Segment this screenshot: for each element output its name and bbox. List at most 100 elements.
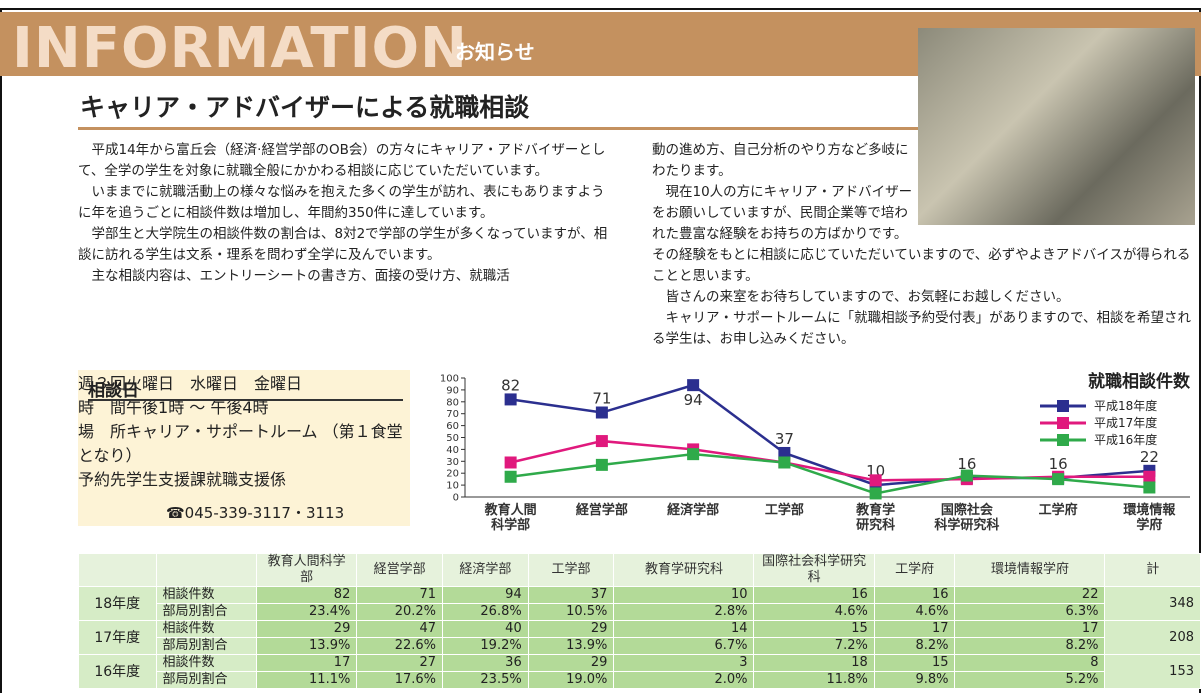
share-cell: 4.6%: [874, 604, 955, 621]
count-cell: 8: [955, 655, 1105, 672]
count-cell: 16: [754, 587, 874, 604]
header-cell: [79, 554, 157, 587]
header-cell: 工学府: [874, 554, 955, 587]
share-cell: 11.8%: [754, 672, 874, 689]
y-tick-label: 100: [440, 374, 459, 385]
count-cell: 29: [528, 621, 614, 638]
point: [870, 474, 882, 486]
y-tick-label: 20: [446, 469, 459, 480]
row-label: 部局別割合: [156, 672, 256, 689]
point: [870, 487, 882, 499]
count-cell: 14: [614, 621, 754, 638]
share-cell: 20.2%: [357, 604, 443, 621]
count-cell: 29: [528, 655, 614, 672]
total-cell: 153: [1105, 655, 1201, 689]
count-cell: 36: [443, 655, 529, 672]
share-cell: 19.2%: [443, 638, 529, 655]
row-label: 相談件数: [156, 587, 256, 604]
total-cell: 348: [1105, 587, 1201, 621]
legend-marker: [1057, 417, 1069, 429]
legend-marker: [1057, 434, 1069, 446]
point: [596, 459, 608, 471]
header-cell: 経営学部: [357, 554, 443, 587]
x-tick-label: 国際社会 科学研究科: [917, 503, 1017, 533]
y-tick-label: 0: [453, 493, 459, 504]
row-label: 部局別割合: [156, 604, 256, 621]
x-tick-label: 工学府: [1008, 503, 1108, 518]
share-cell: 2.0%: [614, 672, 754, 689]
share-cell: 17.6%: [357, 672, 443, 689]
share-cell: 8.2%: [955, 638, 1105, 655]
point: [961, 470, 973, 482]
count-cell: 40: [443, 621, 529, 638]
share-cell: 23.4%: [256, 604, 357, 621]
point: [687, 379, 699, 391]
count-cell: 17: [955, 621, 1105, 638]
share-cell: 8.2%: [874, 638, 955, 655]
x-tick-label: 経営学部: [552, 503, 652, 518]
y-tick-label: 30: [446, 457, 459, 468]
count-cell: 3: [614, 655, 754, 672]
row-label: 相談件数: [156, 655, 256, 672]
share-cell: 22.6%: [357, 638, 443, 655]
point: [596, 435, 608, 447]
point: [596, 407, 608, 419]
data-label: 94: [684, 391, 703, 409]
header-cell: [156, 554, 256, 587]
count-cell: 17: [256, 655, 357, 672]
y-tick-label: 80: [446, 397, 459, 408]
data-label: 16: [1049, 455, 1068, 473]
y-tick-label: 60: [446, 421, 459, 432]
row-label: 相談件数: [156, 621, 256, 638]
data-label: 37: [775, 430, 794, 448]
count-cell: 15: [874, 655, 955, 672]
share-cell: 6.3%: [955, 604, 1105, 621]
year-cell: 17年度: [79, 621, 157, 655]
share-cell: 2.8%: [614, 604, 754, 621]
x-tick-label: 経済学部: [643, 503, 743, 518]
count-row: 17年度相談件数2947402914151717208: [79, 621, 1201, 638]
share-cell: 10.5%: [528, 604, 614, 621]
count-cell: 27: [357, 655, 443, 672]
x-tick-label: 教育学 研究科: [826, 503, 926, 533]
share-cell: 13.9%: [528, 638, 614, 655]
share-cell: 23.5%: [443, 672, 529, 689]
share-row: 部局別割合13.9%22.6%19.2%13.9%6.7%7.2%8.2%8.2…: [79, 638, 1201, 655]
header-cell: 経済学部: [443, 554, 529, 587]
point: [505, 456, 517, 468]
data-label: 22: [1140, 448, 1159, 466]
year-cell: 18年度: [79, 587, 157, 621]
legend-label: 平成17年度: [1094, 415, 1157, 430]
x-tick-label: 環境情報 学府: [1099, 503, 1199, 533]
count-cell: 18: [754, 655, 874, 672]
share-cell: 13.9%: [256, 638, 357, 655]
count-cell: 10: [614, 587, 754, 604]
legend-label: 平成18年度: [1094, 398, 1157, 413]
count-cell: 17: [874, 621, 955, 638]
legend-marker: [1057, 400, 1069, 412]
share-cell: 9.8%: [874, 672, 955, 689]
header-cell: 国際社会科学研究科: [754, 554, 874, 587]
share-cell: 4.6%: [754, 604, 874, 621]
point: [778, 456, 790, 468]
header-cell: 工学部: [528, 554, 614, 587]
share-cell: 11.1%: [256, 672, 357, 689]
count-cell: 94: [443, 587, 529, 604]
point: [1052, 473, 1064, 485]
share-cell: 6.7%: [614, 638, 754, 655]
count-cell: 22: [955, 587, 1105, 604]
x-tick-label: 工学部: [734, 503, 834, 518]
y-tick-label: 70: [446, 409, 459, 420]
total-cell: 208: [1105, 621, 1201, 655]
point: [505, 393, 517, 405]
count-cell: 16: [874, 587, 955, 604]
page: INFORMATION お知らせ キャリア・アドバイザーによる就職相談 平成14…: [0, 0, 1201, 691]
count-cell: 15: [754, 621, 874, 638]
point: [505, 471, 517, 483]
y-tick-label: 90: [446, 385, 459, 396]
year-cell: 16年度: [79, 655, 157, 689]
y-tick-label: 10: [446, 481, 459, 492]
count-row: 18年度相談件数8271943710161622348: [79, 587, 1201, 604]
count-cell: 37: [528, 587, 614, 604]
